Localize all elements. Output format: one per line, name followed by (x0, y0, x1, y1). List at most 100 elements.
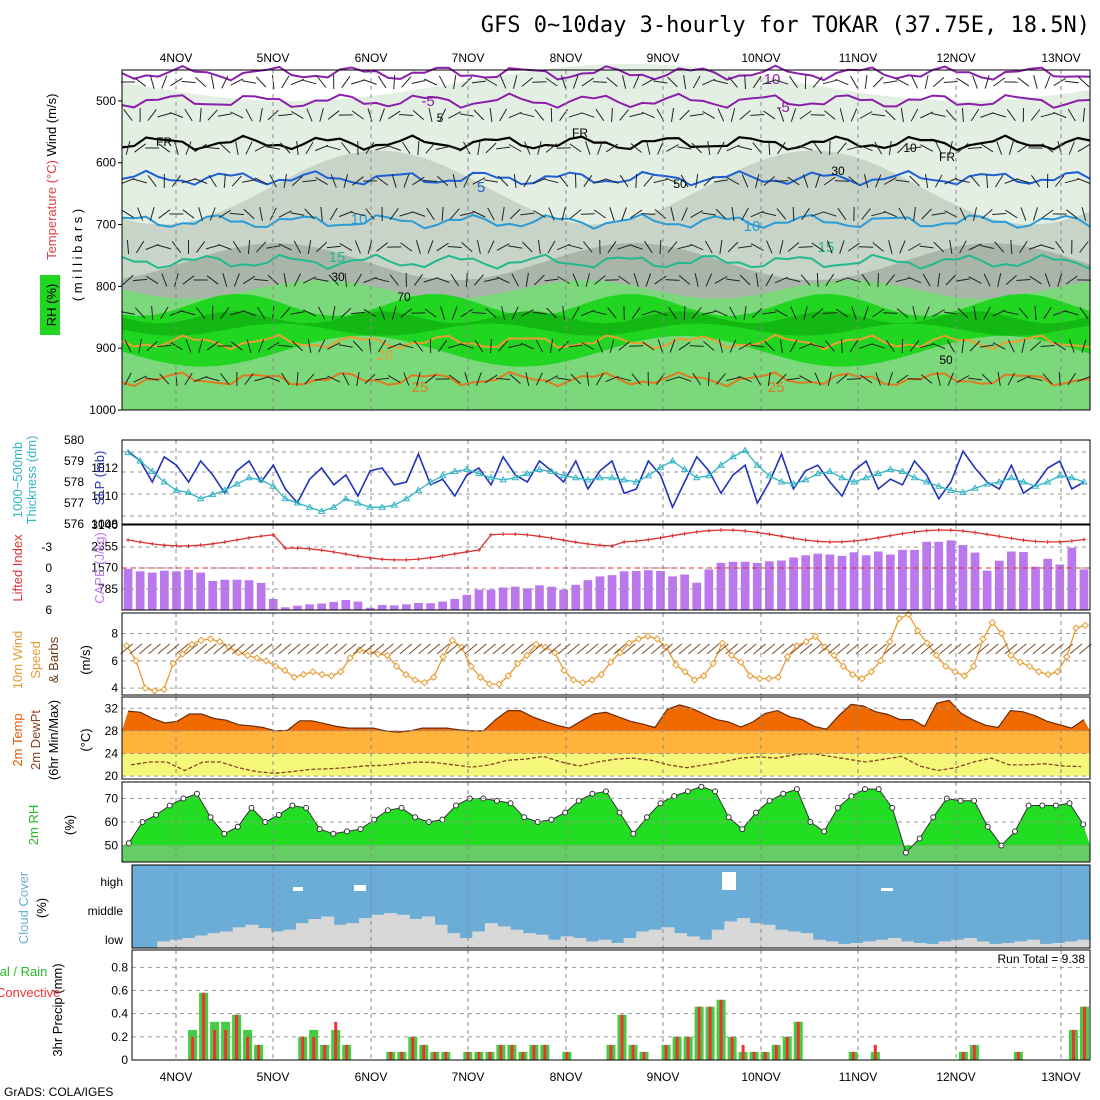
wind-barb (955, 179, 970, 183)
wind10-barb (1051, 643, 1064, 655)
lifted-index-marker (1081, 537, 1086, 542)
thickness-marker (257, 475, 266, 483)
wind-barb (1053, 341, 1066, 351)
cape-bar (135, 571, 145, 610)
ylabel-wind10-b: Speed (28, 641, 43, 679)
wind-barb (671, 108, 674, 122)
lifted-index-marker (452, 551, 457, 556)
wind10-marker (169, 659, 177, 668)
wind10-barb (985, 643, 999, 655)
precip-convective-bar (763, 1051, 767, 1060)
wind10-marker (746, 672, 754, 680)
wind10-barb (464, 643, 478, 655)
thickness-marker (148, 467, 157, 474)
wind-barb (811, 242, 824, 252)
wind10-marker (197, 636, 205, 645)
wind-barb (883, 80, 898, 84)
cape-bar (1007, 551, 1016, 610)
wind-barb (210, 75, 215, 89)
contour-label-temp-20: 20 (377, 347, 394, 364)
wind-barb (1004, 178, 1019, 184)
wind10-barb (995, 643, 1008, 655)
wind10-barb (297, 643, 310, 655)
thickness-marker (196, 494, 205, 502)
wind-barb (278, 243, 292, 251)
wind-barb (581, 342, 595, 350)
wind-barb (703, 175, 715, 187)
thickness-tick-label: 577 (64, 496, 84, 510)
wind-barb (229, 212, 244, 216)
wind10-barb (1032, 643, 1046, 655)
slp-tick-label: 1010 (91, 489, 118, 503)
cape-bar (765, 561, 774, 610)
cloud-low-bar (371, 914, 385, 948)
wind10-barb (1060, 643, 1074, 655)
wind-barb (171, 175, 182, 187)
precip-convective-bar (521, 1051, 525, 1060)
wind-barb (798, 342, 813, 350)
wind10-barb (362, 643, 375, 655)
rh2m-marker (412, 814, 419, 821)
wind-barb (968, 243, 982, 251)
ylabel-slp: SLP (mb) (92, 451, 107, 506)
wind-barb (400, 308, 413, 318)
wind-barb (570, 373, 581, 385)
wind-barb (245, 108, 253, 122)
wind-barb (513, 75, 518, 89)
wind-barb (562, 306, 565, 320)
wind-barb (633, 273, 639, 287)
wind-barb (851, 306, 857, 320)
cape-bar (305, 604, 314, 610)
wind-barb (847, 145, 861, 151)
wind10-marker (513, 659, 522, 668)
thickness-marker (378, 503, 387, 510)
wind10-barb (418, 643, 431, 655)
cape-bar (728, 561, 738, 610)
wind-barb (789, 339, 798, 353)
lifted-index-marker (440, 553, 445, 558)
wind10-marker (960, 672, 969, 680)
wind-barb (907, 276, 922, 284)
wind-barb (609, 207, 615, 221)
wind-barb (593, 178, 607, 184)
wind-barb (1043, 306, 1052, 320)
wind10-barb (204, 643, 217, 655)
wind-barb (415, 240, 421, 254)
wind-barb (535, 339, 544, 353)
wind10-marker (532, 640, 540, 649)
wind-barb (258, 339, 265, 353)
wind-barb (254, 278, 269, 282)
wind-barb (123, 109, 133, 121)
wind-barb (923, 306, 930, 320)
wind-barb (452, 174, 457, 188)
wind-barb (949, 240, 953, 254)
wind-barb (256, 306, 266, 320)
wind-barb (501, 207, 505, 221)
thickness-marker (632, 478, 641, 485)
wind-barb (259, 207, 263, 221)
wind-barb (925, 174, 929, 188)
thickness-marker (220, 486, 229, 493)
rh2m-marker (330, 830, 337, 837)
ylabel-temp-b: 2m DewPt (28, 710, 43, 770)
contour-label-freezing-2: FR (572, 126, 588, 140)
wind-barb (670, 207, 675, 221)
wind-barb (525, 273, 529, 287)
wind-barb (343, 174, 349, 188)
wind-barb (450, 273, 459, 287)
wind-barb (956, 77, 970, 87)
date-label-top: 11NOV (839, 51, 877, 65)
precip-convective-bar (400, 1051, 404, 1060)
rh2m-marker (671, 793, 678, 800)
wind-barb (293, 240, 302, 254)
rh2m-marker (207, 814, 214, 821)
wind-barb (545, 77, 558, 87)
wind-barb (375, 277, 390, 283)
rh2m-marker (1039, 802, 1046, 809)
wind10-barb (622, 643, 636, 655)
rh2m-marker (684, 788, 691, 795)
ylabel-temperature: Temperature (°C) (44, 160, 59, 260)
wind10-barb (762, 643, 776, 655)
wind-barb (811, 308, 824, 318)
